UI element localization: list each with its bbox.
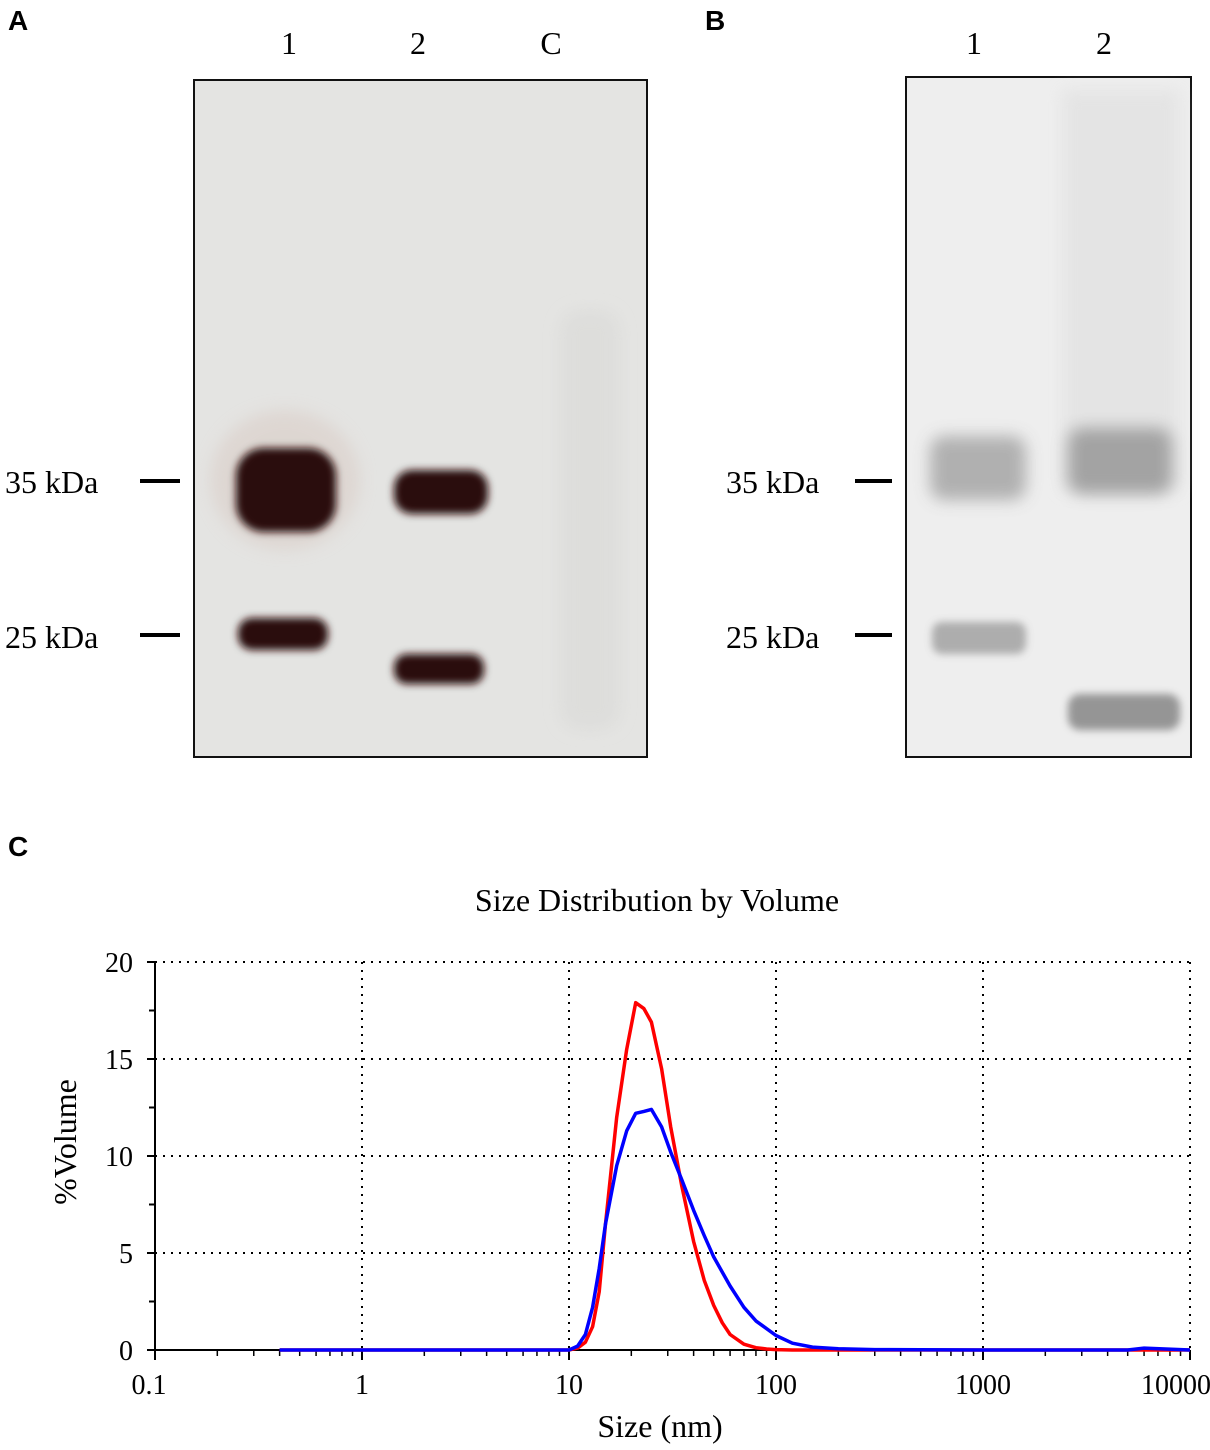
x-tick-label: 1 bbox=[355, 1370, 369, 1401]
blot-b-band-lane2-lower bbox=[1068, 694, 1180, 730]
panel-a-marker-35kda-label: 35 kDa bbox=[5, 464, 98, 500]
panel-a: A 1 2 C 35 kDa 25 kDa bbox=[5, 5, 648, 758]
y-tick-label: 0 bbox=[119, 1336, 133, 1367]
panel-b: B 1 2 35 kDa 25 kDa bbox=[705, 5, 1192, 758]
series-line-0 bbox=[279, 1000, 1190, 1352]
panel-b-lane-label-2: 2 bbox=[1096, 25, 1112, 61]
panel-a-marker-25kda-label: 25 kDa bbox=[5, 619, 98, 655]
x-tick-label: 1000 bbox=[955, 1370, 1011, 1401]
panel-a-lane-label-1: 1 bbox=[281, 25, 297, 61]
blot-b-band-lane1-35kda bbox=[930, 436, 1026, 500]
blot-b-lane2-haze bbox=[1062, 90, 1180, 490]
chart-x-axis-label: Size (nm) bbox=[597, 1408, 722, 1444]
panel-a-lane-label-2: 2 bbox=[410, 25, 426, 61]
panel-b-marker-35kda-label: 35 kDa bbox=[726, 464, 819, 500]
x-tick-label: 100 bbox=[755, 1370, 797, 1401]
blot-a-smear bbox=[560, 310, 620, 730]
chart-series bbox=[279, 1000, 1191, 1352]
series-line-1 bbox=[279, 1107, 1191, 1352]
panel-b-lane-label-1: 1 bbox=[966, 25, 982, 61]
y-tick-label: 15 bbox=[105, 1045, 133, 1076]
panel-b-letter: B bbox=[705, 5, 725, 36]
y-tick-label: 5 bbox=[119, 1239, 133, 1270]
chart-x-ticks: 0.1 1 10 100 1000 10000 bbox=[132, 1350, 1210, 1401]
x-tick-label: 10000 bbox=[1141, 1370, 1210, 1401]
panel-c: C Size Distribution by Volume 0 5 10 15 20 0… bbox=[8, 831, 1210, 1444]
chart-y-axis-label: %Volume bbox=[47, 1079, 83, 1205]
panel-b-marker-25kda-label: 25 kDa bbox=[726, 619, 819, 655]
y-tick-label: 20 bbox=[105, 948, 133, 979]
blot-a-band-lane1-35kda bbox=[236, 448, 336, 532]
blot-a-band-lane2-lower bbox=[394, 654, 484, 684]
blot-a-band-lane2-35kda bbox=[394, 470, 488, 514]
chart-y-ticks: 0 5 10 15 20 bbox=[105, 948, 155, 1367]
x-tick-label: 10 bbox=[555, 1370, 583, 1401]
panel-c-letter: C bbox=[8, 831, 28, 862]
panel-a-letter: A bbox=[8, 5, 28, 36]
blot-a-band-lane1-25kda bbox=[238, 618, 328, 650]
x-tick-label: 0.1 bbox=[132, 1370, 167, 1401]
panel-a-lane-label-c: C bbox=[540, 25, 561, 61]
blot-b-band-lane1-25kda bbox=[932, 622, 1026, 654]
blot-b-band-lane2-35kda bbox=[1068, 428, 1172, 494]
y-tick-label: 10 bbox=[105, 1142, 133, 1173]
chart-title: Size Distribution by Volume bbox=[475, 882, 839, 918]
